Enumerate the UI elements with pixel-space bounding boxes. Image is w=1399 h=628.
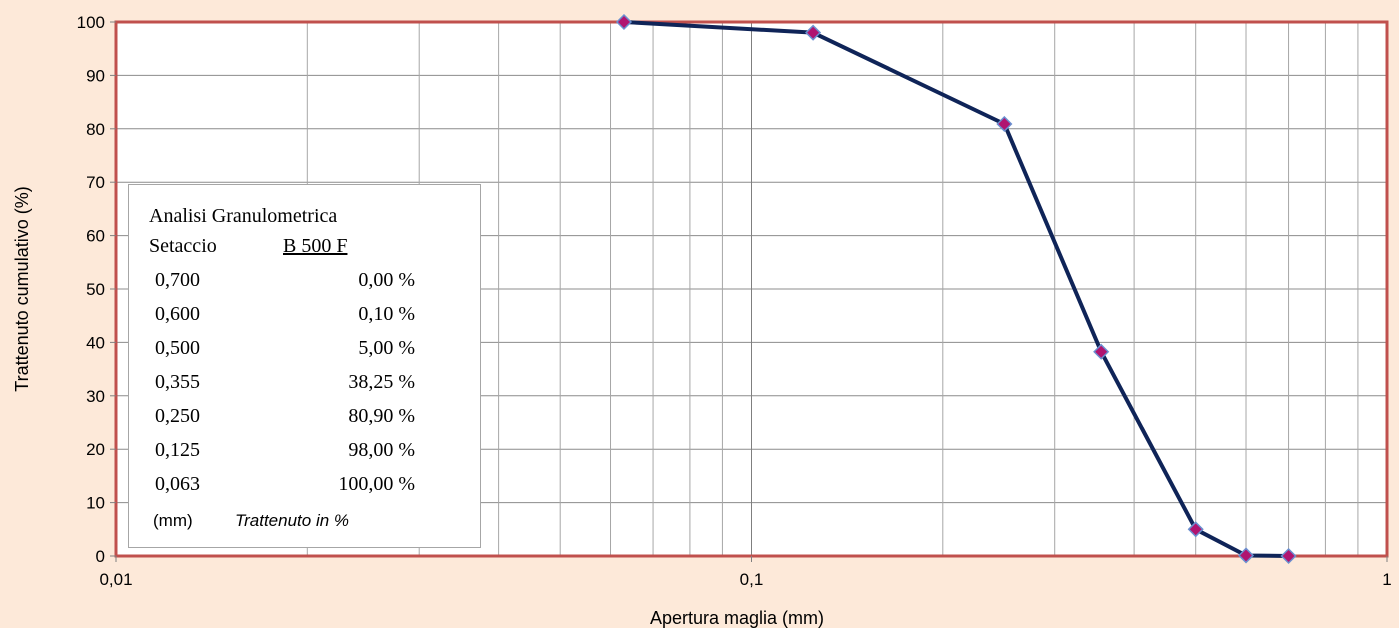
legend-sieve: 0,600 [155, 303, 200, 325]
legend-unit: (mm) [153, 511, 193, 530]
legend-pct: 0,00 % [358, 269, 415, 291]
legend-sieve: 0,500 [155, 337, 200, 359]
x-tick-label: 1 [1382, 570, 1391, 589]
legend-row: 0,250 80,90 % [155, 405, 415, 433]
legend-table: Analisi Granulometrica Setaccio B 500 F … [128, 184, 481, 548]
legend-note: Trattenuto in % [235, 511, 350, 530]
y-axis-ticks: 0 10 20 30 40 50 60 70 80 90 100 [77, 13, 116, 566]
legend-row: 0,355 38,25 % [155, 371, 415, 399]
legend-row: 0,700 0,00 % [155, 269, 415, 297]
data-point [1187, 521, 1204, 538]
y-tick-label: 90 [86, 66, 105, 85]
legend-pct: 80,90 % [348, 405, 415, 427]
legend-row: 0,600 0,10 % [155, 303, 415, 331]
data-point [1280, 547, 1297, 565]
legend-pct: 100,00 % [338, 473, 415, 495]
legend-row: 0,063 100,00 % [155, 473, 415, 501]
x-axis-ticks: 0,01 0,1 1 [99, 556, 1392, 589]
legend-row: 0,500 5,00 % [155, 337, 415, 365]
y-tick-label: 10 [86, 494, 105, 513]
legend-header-sieve: Setaccio [149, 235, 217, 257]
data-point [615, 13, 633, 31]
y-tick-label: 30 [86, 387, 105, 406]
legend-pct: 0,10 % [358, 303, 415, 325]
legend-pct: 5,00 % [358, 337, 415, 359]
y-tick-label: 40 [86, 333, 105, 352]
y-tick-label: 20 [86, 440, 105, 459]
legend-sieve: 0,700 [155, 269, 200, 291]
data-point [805, 24, 822, 41]
series [615, 13, 1297, 565]
legend-header-sample: B 500 F [283, 235, 348, 257]
x-tick-label: 0,1 [740, 570, 764, 589]
legend-sieve: 0,125 [155, 439, 200, 461]
legend-sieve: 0,063 [155, 473, 200, 495]
legend-pct: 98,00 % [348, 439, 415, 461]
legend-title: Analisi Granulometrica [149, 205, 338, 227]
y-axis-title: Trattenuto cumulativo (%) [12, 186, 32, 391]
data-point [996, 115, 1013, 133]
data-point [1237, 547, 1255, 564]
legend-sieve: 0,250 [155, 405, 200, 427]
legend-sieve: 0,355 [155, 371, 200, 393]
legend-pct: 38,25 % [348, 371, 415, 393]
y-tick-label: 0 [96, 547, 105, 566]
y-tick-label: 60 [86, 227, 105, 246]
y-tick-label: 100 [77, 13, 105, 32]
x-tick-label: 0,01 [99, 570, 132, 589]
y-tick-label: 80 [86, 120, 105, 139]
x-axis-title: Apertura maglia (mm) [650, 608, 824, 628]
y-tick-label: 70 [86, 173, 105, 192]
data-point [1093, 343, 1110, 360]
y-tick-label: 50 [86, 280, 105, 299]
legend-row: 0,125 98,00 % [155, 439, 415, 467]
